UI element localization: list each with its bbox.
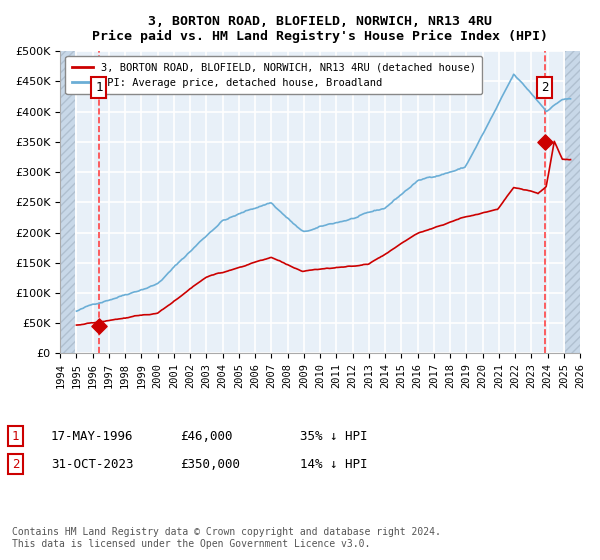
Title: 3, BORTON ROAD, BLOFIELD, NORWICH, NR13 4RU
Price paid vs. HM Land Registry's Ho: 3, BORTON ROAD, BLOFIELD, NORWICH, NR13 … <box>92 15 548 43</box>
Text: 2: 2 <box>12 458 19 470</box>
Text: £350,000: £350,000 <box>180 458 240 470</box>
Point <box>540 137 550 146</box>
Point <box>94 321 104 330</box>
Bar <box>565 51 580 353</box>
Text: Contains HM Land Registry data © Crown copyright and database right 2024.
This d: Contains HM Land Registry data © Crown c… <box>12 527 441 549</box>
Text: 1: 1 <box>12 430 19 442</box>
Text: 35% ↓ HPI: 35% ↓ HPI <box>300 430 367 442</box>
Text: 1: 1 <box>95 81 103 94</box>
Legend: 3, BORTON ROAD, BLOFIELD, NORWICH, NR13 4RU (detached house), HPI: Average price: 3, BORTON ROAD, BLOFIELD, NORWICH, NR13 … <box>65 57 482 94</box>
Text: 14% ↓ HPI: 14% ↓ HPI <box>300 458 367 470</box>
Text: 31-OCT-2023: 31-OCT-2023 <box>51 458 133 470</box>
Text: 2: 2 <box>541 81 548 94</box>
Bar <box>60 51 75 353</box>
Text: £46,000: £46,000 <box>180 430 233 442</box>
Text: 17-MAY-1996: 17-MAY-1996 <box>51 430 133 442</box>
